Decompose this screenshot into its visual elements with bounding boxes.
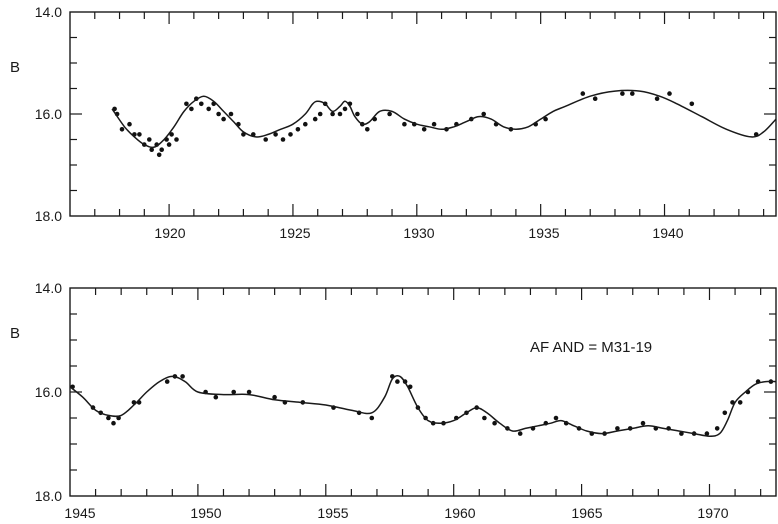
observation-point (553, 415, 559, 421)
observation-point (164, 379, 170, 384)
fitted-light-curve (111, 89, 776, 149)
observation-point (228, 111, 234, 117)
observation-point (337, 111, 343, 117)
observation-point (312, 116, 318, 122)
observation-point (111, 420, 116, 426)
observation-point (704, 431, 710, 436)
observation-point (580, 91, 586, 96)
observation-point (679, 431, 684, 436)
x-tick-label: 1925 (279, 225, 310, 241)
observation-point (221, 116, 226, 122)
observation-point (149, 147, 154, 152)
y-tick-label: 18.0 (35, 488, 62, 504)
observation-point (119, 127, 125, 132)
x-tick-label: 1955 (317, 505, 348, 521)
y-tick-label: 18.0 (35, 208, 62, 224)
observation-point (273, 132, 278, 137)
observation-point (206, 106, 211, 112)
observation-point (482, 415, 487, 421)
observation-point (180, 374, 185, 379)
observation-point (395, 379, 400, 384)
observation-point (330, 111, 335, 117)
observation-point (387, 111, 392, 117)
y-tick-label: 14.0 (35, 280, 62, 296)
observation-point (147, 137, 152, 142)
observation-point (231, 389, 236, 395)
observation-point (342, 106, 348, 112)
observation-point (640, 420, 646, 426)
observation-point (216, 111, 221, 117)
observation-point (431, 121, 437, 127)
data-marks-top (111, 89, 776, 158)
observation-point (303, 121, 308, 127)
y-tick-label: 14.0 (35, 4, 62, 20)
observation-point (166, 142, 172, 147)
observation-point (517, 431, 523, 436)
observation-point (620, 91, 625, 96)
observation-point (106, 415, 111, 421)
x-tick-label: 1930 (403, 225, 434, 241)
observation-point (189, 106, 194, 112)
observation-point (246, 389, 252, 395)
observation-point (199, 101, 204, 107)
tick-marks-bottom (70, 288, 776, 496)
observation-point (127, 121, 132, 127)
observation-point (355, 111, 360, 117)
observation-point (543, 116, 548, 122)
fitted-light-curve (70, 374, 776, 437)
observation-point (737, 400, 743, 405)
observation-point (421, 127, 427, 132)
observation-point (317, 111, 323, 117)
data-marks-bottom (70, 374, 776, 437)
observation-point (615, 426, 620, 431)
x-tick-label: 1960 (444, 505, 475, 521)
x-tick-label: 1970 (697, 505, 728, 521)
x-tick-label: 1940 (652, 225, 683, 241)
observation-point (159, 147, 164, 152)
y-tick-label: 16.0 (35, 106, 62, 122)
x-tick-label: 1920 (154, 225, 185, 241)
observation-point (402, 121, 407, 127)
observation-point (592, 96, 598, 101)
y-tick-label: 16.0 (35, 384, 62, 400)
x-tick-label: 1935 (528, 225, 559, 241)
observation-point (156, 152, 162, 158)
observation-point (481, 111, 487, 117)
observation-point (184, 101, 189, 107)
observation-point (722, 410, 728, 416)
observation-point (630, 91, 635, 96)
observation-point (263, 137, 269, 142)
observation-point (369, 415, 375, 421)
plot-frame-bottom (69, 287, 777, 497)
observation-point (280, 137, 286, 142)
observation-point (714, 426, 720, 431)
star-annotation: AF AND = M31-19 (530, 339, 652, 356)
x-tick-label: 1950 (190, 505, 221, 521)
observation-point (272, 394, 277, 400)
observation-point (295, 127, 301, 132)
tick-marks-top (70, 12, 776, 216)
observation-point (365, 127, 370, 132)
observation-point (213, 394, 219, 400)
plot-frame-top (69, 11, 777, 217)
x-tick-label: 1945 (64, 505, 95, 521)
y-axis-label-top: B (10, 59, 20, 76)
observation-point (689, 101, 695, 107)
x-tick-label: 1965 (571, 505, 602, 521)
y-axis-label-bottom: B (10, 325, 20, 342)
observation-point (137, 132, 142, 137)
observation-point (654, 96, 660, 101)
observation-point (667, 91, 672, 96)
panel-top: B 14.0 16.0 18.0 1920 1925 1930 1935 194… (10, 4, 777, 241)
observation-point (174, 137, 179, 142)
observation-point (492, 420, 497, 426)
panel-bottom: B 14.0 16.0 18.0 1945 1950 1955 1960 196… (10, 280, 777, 521)
observation-point (169, 132, 174, 137)
observation-point (288, 132, 293, 137)
